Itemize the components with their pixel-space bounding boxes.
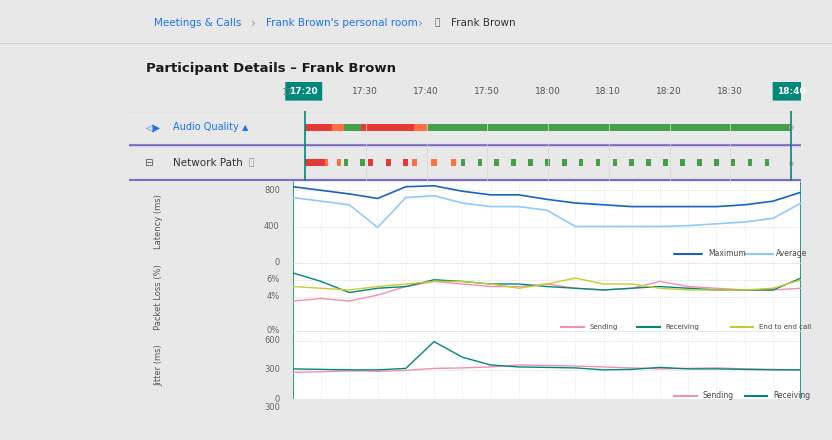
Text: 17:30: 17:30 <box>352 87 378 96</box>
Text: 6%: 6% <box>266 275 280 284</box>
Bar <box>714 159 719 166</box>
FancyBboxPatch shape <box>285 82 322 101</box>
Bar <box>478 159 483 166</box>
Bar <box>663 159 668 166</box>
Bar <box>344 159 349 166</box>
Bar <box>512 159 516 166</box>
Text: ›: › <box>251 17 256 29</box>
Bar <box>562 159 567 166</box>
Text: Receiving: Receiving <box>666 323 700 330</box>
Bar <box>494 159 499 166</box>
Bar <box>612 159 617 166</box>
Text: 17:20: 17:20 <box>290 87 318 96</box>
Bar <box>414 124 427 131</box>
Text: ⬜: ⬜ <box>434 18 439 28</box>
Text: 4%: 4% <box>266 292 280 301</box>
Bar <box>338 159 341 166</box>
Bar <box>427 124 791 131</box>
Bar <box>361 124 414 131</box>
Text: Sending: Sending <box>589 323 618 330</box>
Text: Latency (ms): Latency (ms) <box>154 194 163 249</box>
Bar <box>324 159 328 166</box>
Text: Average: Average <box>775 249 807 258</box>
Bar <box>451 159 456 166</box>
Text: ⊟: ⊟ <box>144 158 152 168</box>
Bar <box>344 124 361 131</box>
Text: 0: 0 <box>275 395 280 403</box>
Bar <box>360 159 364 166</box>
Text: 18:10: 18:10 <box>596 87 622 96</box>
Bar <box>748 159 752 166</box>
Bar <box>386 159 390 166</box>
Bar <box>545 159 550 166</box>
Bar <box>412 159 418 166</box>
Text: ▲: ▲ <box>242 123 249 132</box>
Text: 17:50: 17:50 <box>473 87 499 96</box>
Text: 18:00: 18:00 <box>534 87 561 96</box>
Text: 18:30: 18:30 <box>717 87 743 96</box>
Bar <box>528 159 532 166</box>
Text: Participant Details – Frank Brown: Participant Details – Frank Brown <box>146 62 395 75</box>
Text: 400: 400 <box>264 222 280 231</box>
Text: 300: 300 <box>264 403 280 412</box>
Text: Network Path: Network Path <box>173 158 242 168</box>
Text: ◁▶: ◁▶ <box>146 122 161 132</box>
FancyBboxPatch shape <box>773 82 810 101</box>
Text: 800: 800 <box>264 186 280 195</box>
Text: 18:40: 18:40 <box>777 87 805 96</box>
Text: Frank Brown: Frank Brown <box>451 18 516 28</box>
Bar <box>332 124 344 131</box>
Bar <box>680 159 685 166</box>
Bar <box>630 159 634 166</box>
Text: Receiving: Receiving <box>773 391 810 400</box>
Bar <box>579 159 583 166</box>
Bar <box>697 159 701 166</box>
Text: Maximum: Maximum <box>708 249 745 258</box>
Text: Audio Quality: Audio Quality <box>173 122 239 132</box>
Text: 17: 17 <box>282 88 294 97</box>
Bar <box>765 159 769 166</box>
Text: 18:20: 18:20 <box>656 87 682 96</box>
Text: Frank Brown's personal room: Frank Brown's personal room <box>266 18 418 28</box>
Text: Sending: Sending <box>702 391 734 400</box>
Bar <box>730 159 735 166</box>
Bar <box>461 159 465 166</box>
Text: 300: 300 <box>264 365 280 374</box>
Bar <box>305 124 332 131</box>
Text: 0%: 0% <box>266 326 280 335</box>
Bar <box>596 159 601 166</box>
Bar <box>369 159 373 166</box>
Text: ›: › <box>418 17 423 29</box>
Text: Packet Loss (%): Packet Loss (%) <box>154 264 163 330</box>
Bar <box>305 159 324 166</box>
Text: 17:40: 17:40 <box>413 87 438 96</box>
Text: End to end call: End to end call <box>759 323 811 330</box>
Text: Jitter (ms): Jitter (ms) <box>154 344 163 386</box>
Text: Meetings & Calls: Meetings & Calls <box>154 18 241 28</box>
Text: 600: 600 <box>264 336 280 345</box>
Bar <box>432 159 437 166</box>
Bar <box>646 159 651 166</box>
Bar <box>404 159 408 166</box>
Text: ⓘ: ⓘ <box>249 158 254 167</box>
Text: 0: 0 <box>275 258 280 267</box>
